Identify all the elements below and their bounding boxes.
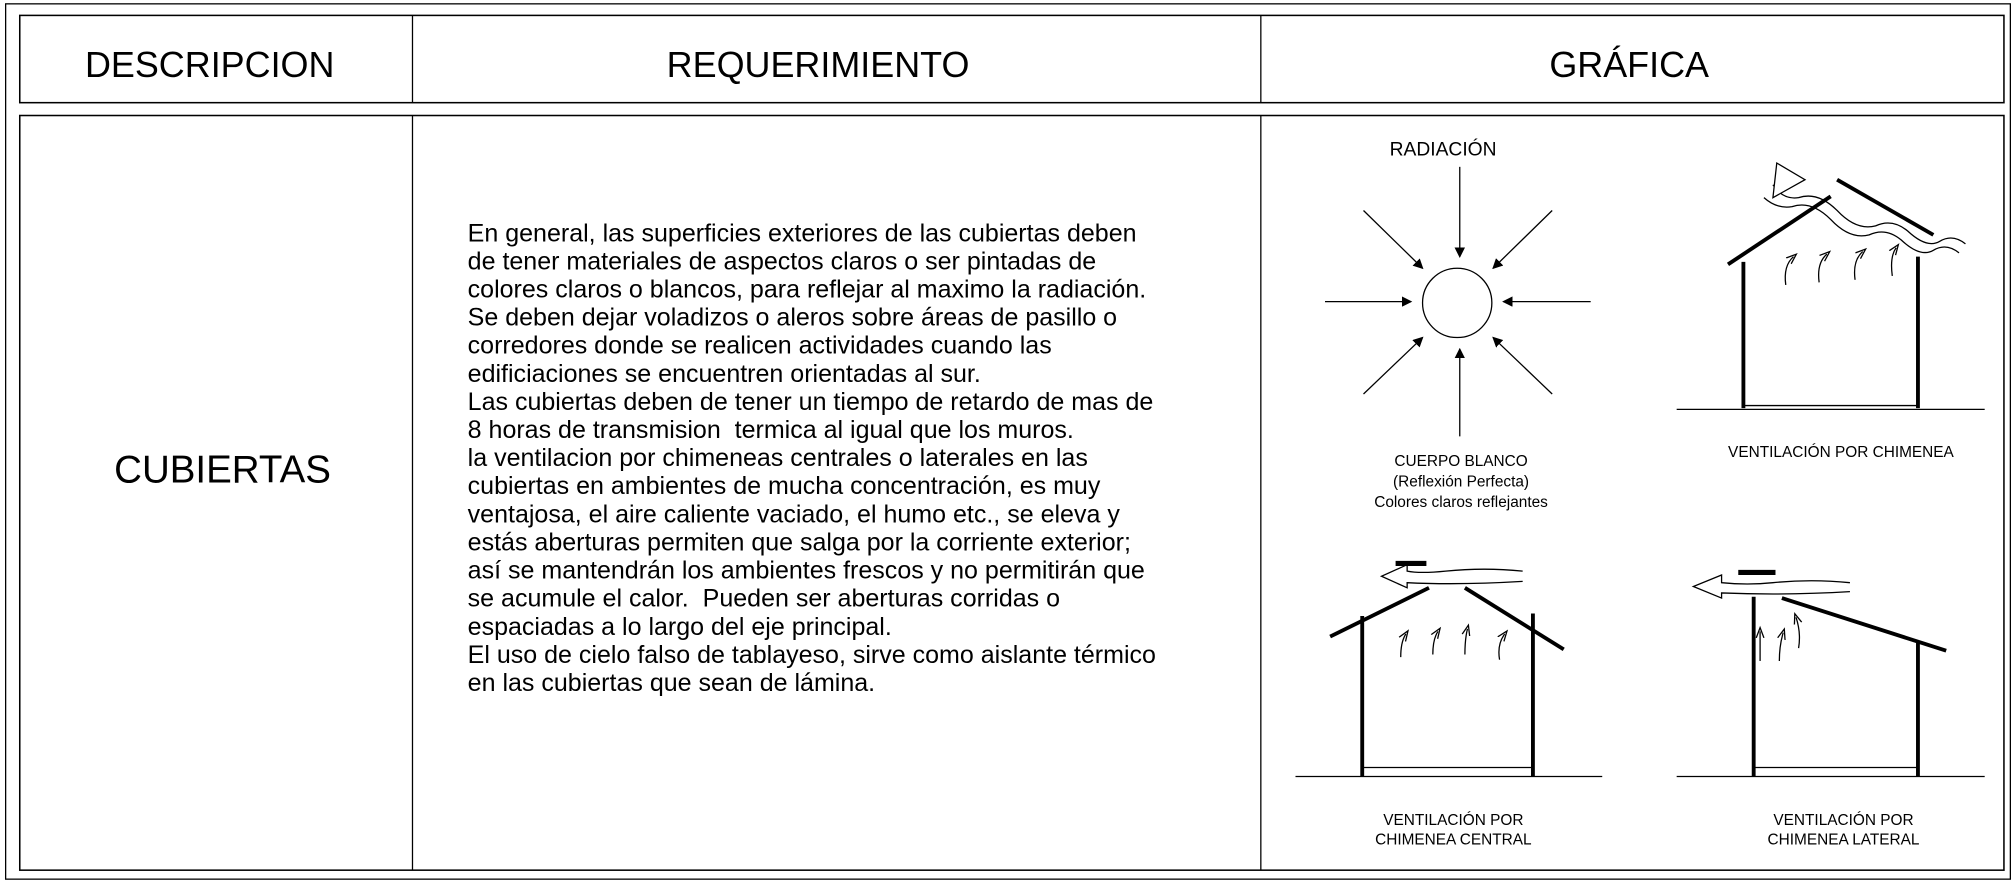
requirement-line: corredores donde se realicen actividades… — [468, 332, 1052, 360]
requirement-line: ventajosa, el aire caliente vaciado, el … — [468, 500, 1121, 528]
graphic-title: RADIACIÓN — [1390, 138, 1497, 160]
caption: VENTILACIÓN POR — [1383, 812, 1523, 829]
header-cell: DESCRIPCION — [85, 44, 335, 85]
requirement-line: estás aberturas permiten que salga por l… — [468, 528, 1131, 556]
caption: VENTILACIÓN POR — [1773, 812, 1913, 829]
lateral-house — [1676, 569, 1985, 778]
requirement-line: El uso de cielo falso de tablayeso, sirv… — [468, 641, 1156, 669]
header-cell: GRÁFICA — [1549, 44, 1709, 85]
caption: CHIMENEA LATERAL — [1768, 831, 1920, 848]
caption: (Reflexión Perfecta) — [1393, 473, 1529, 490]
frame — [4, 3, 2012, 880]
caption: VENTILACIÓN POR CHIMENEA — [1728, 444, 1954, 461]
requirement: En general, las superficies exteriores d… — [468, 219, 1156, 697]
requirement-line: 8 horas de transmision termica al igual … — [468, 416, 1074, 444]
chimney-house — [1676, 161, 1985, 411]
central-house — [1295, 560, 1603, 778]
requirement-line: cubiertas en ambientes de mucha concentr… — [468, 472, 1101, 500]
radiation-icon — [1325, 166, 1591, 437]
requirement-line: espaciadas a lo largo del eje principal. — [468, 613, 892, 641]
requirement-line: edificiaciones se encuentren orientadas … — [468, 360, 981, 388]
caption: Colores claros reflejantes — [1374, 494, 1548, 511]
requirement-line: se acumule el calor. Pueden ser abertura… — [468, 585, 1060, 613]
caption: CHIMENEA CENTRAL — [1375, 831, 1532, 848]
description: CUBIERTAS — [114, 449, 331, 492]
requirement-line: colores claros o blancos, para reflejar … — [468, 275, 1147, 303]
requirement-line: así se mantendrán los ambientes frescos … — [468, 557, 1145, 585]
requirement-line: en las cubiertas que sean de lámina. — [468, 669, 875, 697]
requirement-line: la ventilacion por chimeneas centrales o… — [468, 444, 1088, 472]
requirement-line: En general, las superficies exteriores d… — [468, 219, 1137, 247]
requirement-line: Se deben dejar voladizos o aleros sobre … — [468, 304, 1117, 332]
header-cell: REQUERIMIENTO — [667, 44, 970, 85]
requirement-line: Las cubiertas deben de tener un tiempo d… — [468, 388, 1154, 416]
caption: CUERPO BLANCO — [1394, 453, 1527, 470]
requirement-line: de tener materiales de aspectos claros o… — [468, 247, 1097, 275]
